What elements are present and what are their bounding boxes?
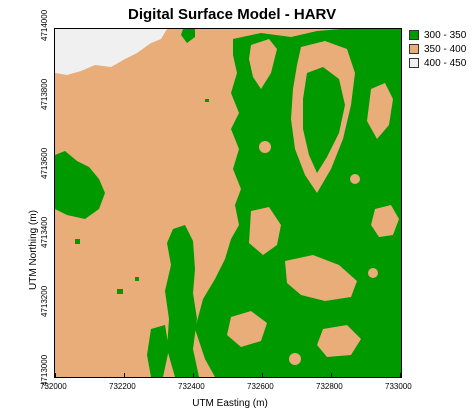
x-tick-mark xyxy=(331,373,332,377)
x-tick-mark xyxy=(193,373,194,377)
x-tick-label: 732800 xyxy=(316,382,343,391)
elevation-raster xyxy=(55,29,401,377)
x-tick-mark xyxy=(400,373,401,377)
legend-label: 300 - 350 xyxy=(424,29,467,41)
legend: 300 - 350 350 - 400 400 - 450 xyxy=(409,28,466,70)
x-tick-mark xyxy=(55,373,56,377)
y-tick-label: 4713000 xyxy=(40,354,49,386)
legend-label: 350 - 400 xyxy=(424,43,467,55)
x-axis-label: UTM Easting (m) xyxy=(192,398,268,409)
raster-dense-canopy xyxy=(303,67,345,173)
legend-swatch-400-450 xyxy=(409,58,419,68)
x-tick-label: 732600 xyxy=(247,382,274,391)
map-title: Digital Surface Model - HARV xyxy=(128,6,337,23)
legend-item: 300 - 350 xyxy=(409,28,466,42)
x-tick-label: 732200 xyxy=(109,382,136,391)
legend-item: 400 - 450 xyxy=(409,56,466,70)
map-plot-area[interactable] xyxy=(54,28,402,378)
raster-class-400-450-patch xyxy=(55,29,167,75)
legend-swatch-300-350 xyxy=(409,30,419,40)
y-tick-label: 4713800 xyxy=(40,78,49,110)
y-axis-label: UTM Northing (m) xyxy=(28,209,39,290)
y-tick-label: 4713600 xyxy=(40,147,49,179)
legend-item: 350 - 400 xyxy=(409,42,466,56)
x-tick-mark xyxy=(262,373,263,377)
x-tick-mark xyxy=(124,373,125,377)
legend-label: 400 - 450 xyxy=(424,57,467,69)
x-tick-label: 732000 xyxy=(40,382,67,391)
x-tick-label: 733000 xyxy=(385,382,412,391)
x-tick-label: 732400 xyxy=(178,382,205,391)
y-tick-label: 4713400 xyxy=(40,216,49,248)
legend-swatch-350-400 xyxy=(409,44,419,54)
y-tick-label: 4713200 xyxy=(40,285,49,317)
y-tick-label: 4714000 xyxy=(40,9,49,41)
